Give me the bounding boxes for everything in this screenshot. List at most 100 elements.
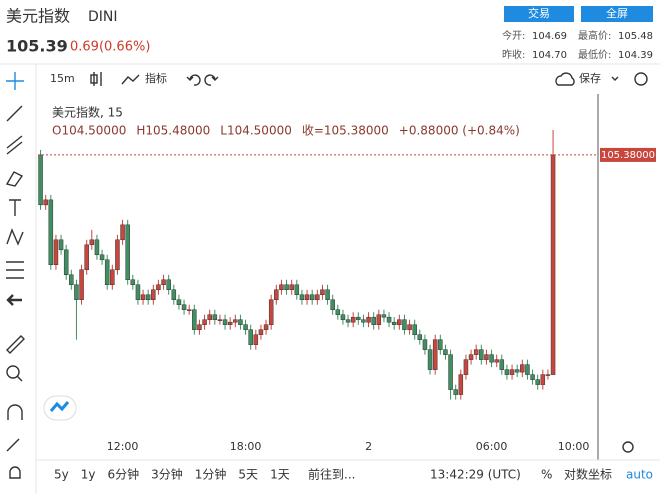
candle-body [463,359,469,375]
candle-body [494,359,499,363]
candle-body [202,319,207,325]
range-button[interactable]: 1y [81,468,96,482]
ohlc-value: +0.88000 (+0.84%) [399,124,520,138]
candle-body [325,289,330,300]
candle-body [197,324,202,330]
candle-body [110,269,115,285]
save[interactable]: 保存 [579,71,601,85]
stat-label: 今开: [502,29,525,42]
x-tick-label: 18:00 [230,440,262,453]
candle-body [504,369,510,375]
candle-body [391,321,397,325]
auto-toggle[interactable]: auto [626,468,653,482]
candle-body [38,154,43,206]
symbol-code: DINI [88,9,118,25]
candle-body [443,349,448,355]
cloud-icon[interactable] [555,72,575,86]
candle-body [422,339,428,350]
candle-icon[interactable] [90,72,102,86]
candle-body [376,314,382,325]
interval[interactable]: 15m [50,72,75,85]
candle-body [530,374,535,380]
candle-body [233,319,238,323]
candle-body [335,309,341,315]
candle-body [207,314,212,320]
stat-value: 104.70 [532,50,567,61]
candle-body [171,289,177,300]
indicators[interactable]: 指标 [145,71,167,85]
candle-body [186,309,192,311]
range-button[interactable]: 1分钟 [195,467,227,482]
candle-body [94,239,100,256]
candle-body [289,284,294,290]
candle-body [315,294,320,300]
range-button[interactable]: 5天 [238,468,258,482]
range-button[interactable]: 5y [54,468,69,482]
candle-body [448,354,453,390]
indicator-icon[interactable] [121,74,140,85]
candle-body [104,259,110,285]
candle-body [263,324,269,330]
undo[interactable] [186,74,201,86]
candle-body [299,294,305,300]
candle-body [438,339,443,350]
fullscreen-button[interactable] [581,6,653,22]
candle-body [550,154,556,375]
candle-body [545,374,551,376]
range-button[interactable]: 6分钟 [108,467,140,482]
fullscreen-label[interactable]: 全屏 [606,6,628,20]
percent-toggle[interactable]: % [541,468,552,482]
trade-label[interactable]: 交易 [528,6,550,20]
candle-body [69,274,74,285]
candle-body [115,239,120,271]
candle-body [238,319,243,325]
candle-body [489,354,494,363]
redo[interactable] [204,74,219,86]
range-button[interactable]: 3分钟 [151,467,183,482]
candle-body [514,369,520,373]
save-menu[interactable] [611,76,619,81]
candle-body [151,289,156,300]
candle-body [540,374,546,385]
x-tick-label: 2 [365,440,372,453]
candle-body [284,284,289,290]
stat-value: 104.39 [618,50,653,61]
candle-body [432,339,438,370]
candle-body [227,321,233,325]
drawing-tools[interactable] [5,72,25,479]
candle-body [99,254,105,261]
candle-body [58,239,64,251]
candle-body [274,289,279,300]
candle-body [63,249,69,276]
candle-body [212,314,218,320]
candle-body [453,389,458,395]
candle-body [166,279,171,290]
candle-body [181,304,187,310]
range-button[interactable]: 1天 [270,468,290,482]
candle-body [479,349,484,360]
candle-body [258,329,264,335]
candle-body [468,354,474,360]
candle-body [48,199,54,266]
settings[interactable] [634,72,648,86]
candle-body [74,284,79,300]
log-toggle[interactable]: 对数坐标 [564,467,612,482]
candle-body [412,324,417,335]
candle-body [484,354,489,360]
candle-body [89,239,95,246]
ohlc-value: O104.50000 [52,124,126,138]
symbol-name: 美元指数 [6,7,70,26]
candle-body [125,224,130,281]
candle-body [43,199,48,206]
candle-body [473,349,479,355]
candle-body [386,316,392,323]
candle-body [130,279,136,285]
candle-body [304,294,310,300]
goto-date[interactable]: 前往到... [308,467,355,482]
stat-value: 105.48 [618,31,653,42]
candle-body [217,319,223,321]
trade-button[interactable] [504,6,574,22]
axis-settings[interactable] [622,441,634,453]
candle-body [140,294,146,300]
